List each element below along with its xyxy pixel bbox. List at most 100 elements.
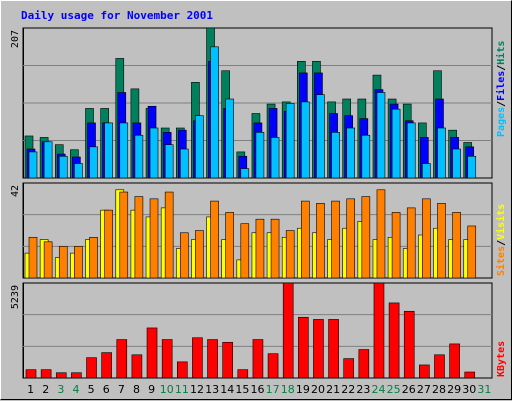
day-label: 24: [372, 383, 386, 396]
bar-pages: [74, 163, 83, 179]
bar-pages-body: [195, 115, 204, 179]
legend-visits-sites-item: Visits: [495, 204, 507, 240]
bar-kbytes-body: [298, 316, 309, 379]
bar-kbytes: [434, 354, 445, 379]
bar-pages-body: [255, 132, 265, 179]
day-label: 14: [220, 383, 234, 396]
bar-sites: [301, 200, 310, 279]
bar-kbytes: [25, 369, 37, 379]
bar-kbytes: [55, 372, 67, 379]
bar-pages: [179, 148, 189, 179]
bar-pages-body: [28, 151, 38, 179]
bar-kbytes-body: [388, 302, 400, 379]
bar-pages: [255, 132, 265, 179]
day-label: 31: [477, 383, 491, 396]
day-label: 28: [432, 383, 446, 396]
bar-sites: [164, 191, 174, 279]
legend-visits-sites: Sites/Visits: [495, 204, 507, 276]
bar-pages: [58, 155, 68, 179]
bar-kbytes: [464, 371, 476, 379]
bar-pages: [391, 108, 401, 179]
bar-sites-body: [119, 191, 129, 279]
bar-sites-body: [270, 218, 280, 279]
bar-pages: [346, 127, 356, 179]
bar-kbytes: [313, 319, 324, 379]
bar-sites: [179, 232, 189, 279]
day-label: 21: [326, 383, 340, 396]
bar-pages: [285, 103, 295, 179]
bar-pages: [104, 122, 113, 179]
day-label: 2: [42, 383, 49, 396]
bar-sites-body: [43, 241, 53, 279]
bar-kbytes-body: [419, 364, 430, 379]
bar-kbytes: [358, 349, 370, 379]
bar-kbytes: [449, 343, 460, 379]
bar-sites-body: [376, 189, 386, 279]
bar-pages-body: [301, 101, 310, 179]
day-label: 26: [402, 383, 416, 396]
bar-sites-body: [422, 198, 431, 279]
legend-hits-files-pages-item: Hits: [495, 41, 507, 65]
day-label: 9: [148, 383, 155, 396]
day-label: 10: [160, 383, 174, 396]
bar-kbytes-body: [25, 369, 37, 379]
bar-sites: [452, 212, 461, 279]
legend-hits-files-pages-item: Pages: [496, 107, 507, 137]
bar-pages: [149, 127, 159, 179]
bar-pages-body: [361, 134, 371, 179]
bar-sites-body: [255, 218, 265, 279]
bar-kbytes-body: [192, 337, 203, 379]
bar-kbytes-body: [464, 371, 476, 379]
bar-kbytes-body: [176, 361, 188, 379]
bar-kbytes-body: [237, 369, 249, 379]
day-label: 15: [235, 383, 249, 396]
bar-pages-body: [164, 144, 174, 179]
bar-pages: [43, 141, 53, 179]
bar-sites-body: [240, 223, 250, 279]
bar-kbytes: [237, 369, 249, 379]
bar-sites-body: [316, 203, 325, 279]
bar-pages-body: [467, 155, 477, 179]
bar-pages-body: [391, 108, 401, 179]
bar-sites-body: [195, 230, 204, 279]
bar-sites: [43, 241, 53, 279]
bar-pages: [270, 137, 280, 179]
day-label: 5: [88, 383, 95, 396]
bar-sites: [467, 225, 477, 279]
bar-pages: [316, 94, 325, 179]
bar-kbytes: [40, 369, 52, 379]
bar-kbytes: [161, 339, 173, 379]
bar-pages-body: [43, 141, 53, 179]
bar-pages: [195, 115, 204, 179]
bar-sites-body: [28, 236, 38, 279]
bar-kbytes: [116, 339, 128, 379]
bar-kbytes-body: [161, 339, 173, 379]
bar-sites: [149, 198, 159, 279]
bar-pages-body: [285, 103, 295, 179]
bar-pages-body: [119, 122, 129, 179]
bar-kbytes: [101, 352, 112, 379]
day-label: 11: [175, 383, 189, 396]
bar-kbytes-body: [343, 358, 355, 379]
bar-sites: [255, 218, 265, 279]
legend-visits-sites-item: Sites: [495, 246, 507, 276]
bar-sites-body: [74, 246, 83, 279]
y-max-label-hits-files-pages: 207: [10, 30, 21, 48]
bar-pages: [89, 146, 98, 179]
bar-kbytes: [282, 282, 294, 379]
bar-kbytes: [192, 337, 203, 379]
bar-sites: [240, 223, 250, 279]
bar-pages: [406, 122, 416, 179]
bar-sites-body: [391, 212, 401, 279]
bar-kbytes-body: [313, 319, 324, 379]
bar-pages-body: [89, 146, 98, 179]
bar-sites-body: [285, 230, 295, 279]
bar-kbytes: [343, 358, 355, 379]
bar-sites-body: [331, 200, 340, 279]
bar-pages-body: [134, 134, 144, 179]
day-label: 23: [356, 383, 370, 396]
bar-pages: [467, 155, 477, 179]
bar-kbytes-body: [373, 282, 385, 379]
bar-sites: [28, 236, 38, 279]
